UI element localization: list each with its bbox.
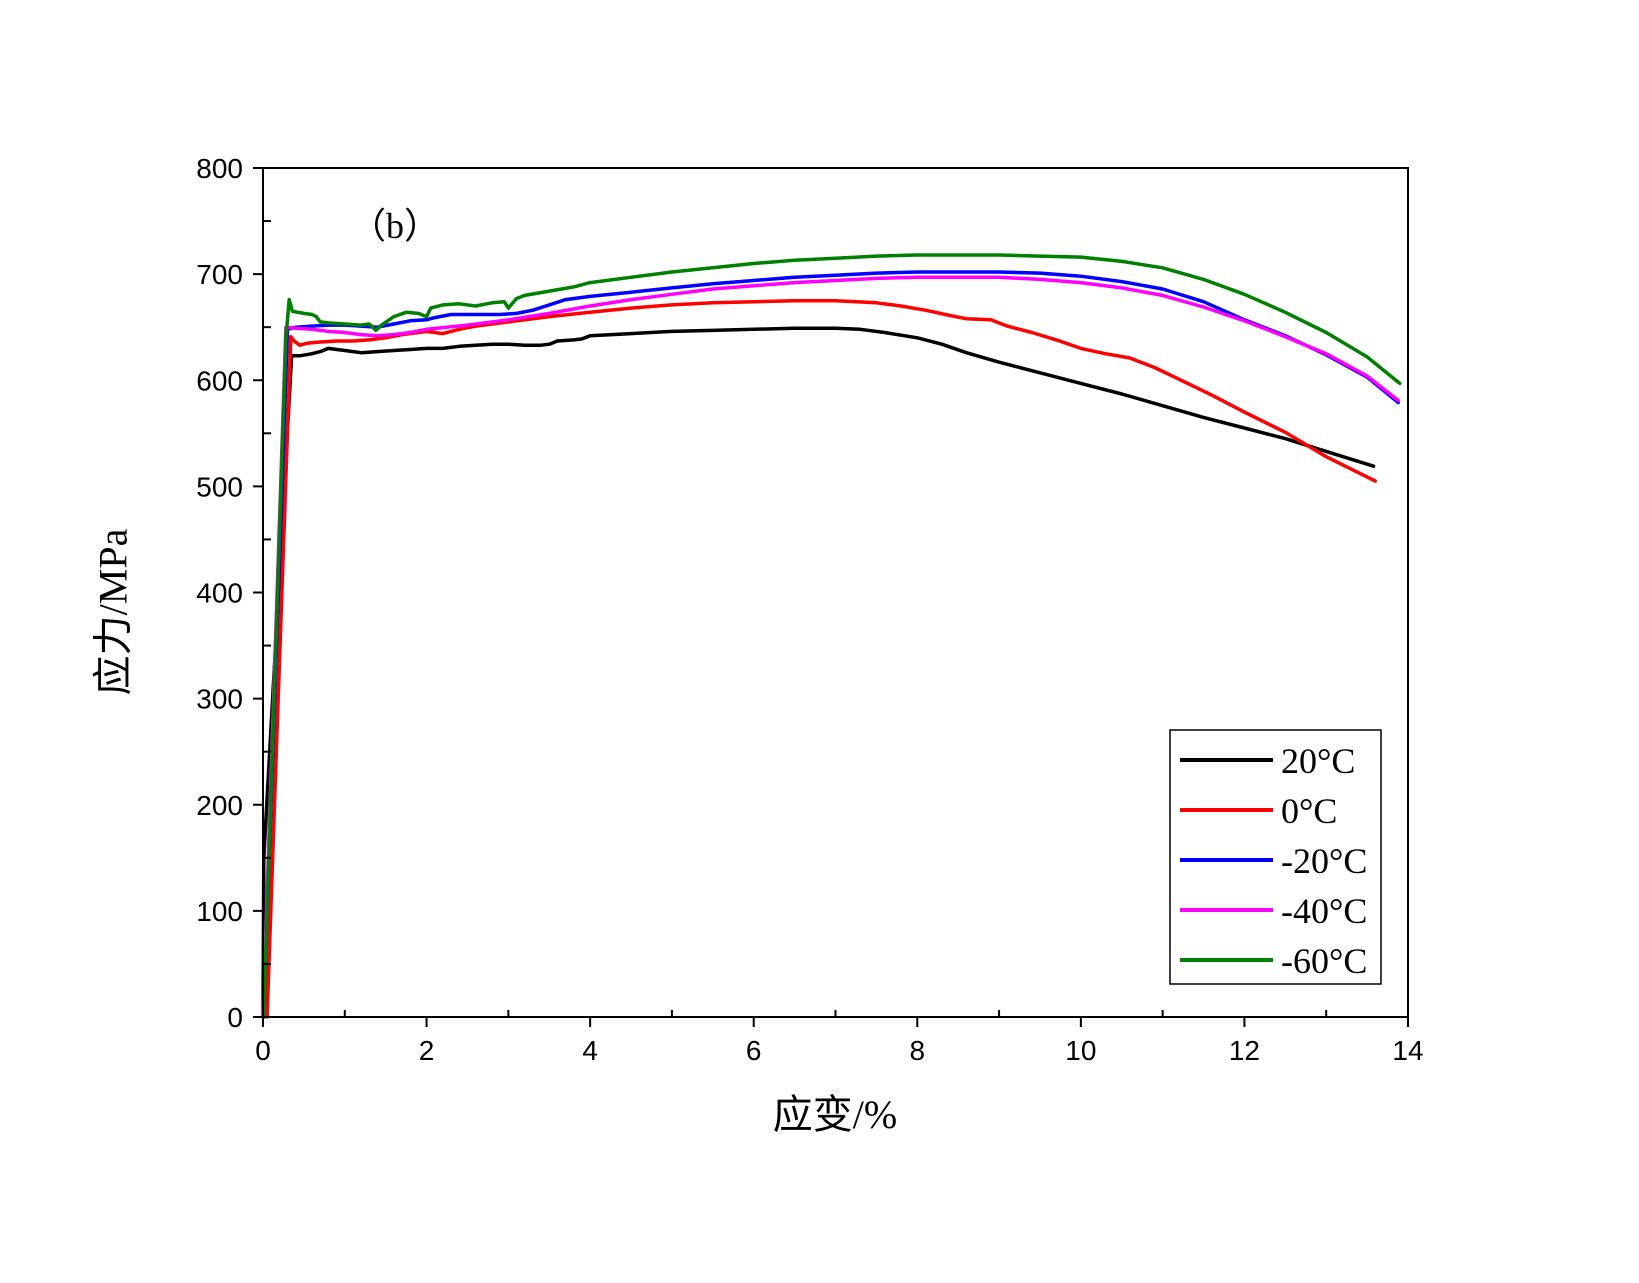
legend-label-minus-60c: -60°C: [1281, 941, 1367, 981]
y-tick-label: 500: [196, 471, 243, 502]
legend-label-minus-20c: -20°C: [1281, 841, 1367, 881]
legend: 20°C 0°C -20°C -40°C -60°C: [1169, 729, 1382, 985]
y-tick-label: 400: [196, 578, 243, 609]
series-line-0c: [265, 298, 1378, 1019]
series-line-minus-60c: [262, 253, 1402, 1019]
panel-annotation: （b）: [350, 206, 440, 246]
y-tick-label: 700: [196, 259, 243, 290]
x-tick-label: 2: [419, 1035, 435, 1066]
x-tick-label: 4: [582, 1035, 598, 1066]
y-tick-label: 100: [196, 896, 243, 927]
x-tick-label: 14: [1392, 1035, 1423, 1066]
series-line-minus-20c: [262, 270, 1400, 1019]
legend-box: [1169, 729, 1382, 985]
y-tick-label: 300: [196, 684, 243, 715]
y-axis-label: 应力/MPa: [91, 528, 136, 695]
x-axis-label: 应变/%: [773, 1092, 897, 1137]
y-tick-label: 0: [227, 1002, 243, 1033]
legend-label-20c: 20°C: [1281, 741, 1355, 781]
legend-label-minus-40c: -40°C: [1281, 891, 1367, 931]
y-tick-label: 800: [196, 153, 243, 184]
y-tick-label: 200: [196, 790, 243, 821]
x-tick-label: 8: [909, 1035, 925, 1066]
y-tick-label: 600: [196, 365, 243, 396]
x-tick-label: 0: [255, 1035, 271, 1066]
series-line-minus-40c: [261, 275, 1400, 1019]
axis-ticks: 0 2 4 6 8 10 12 14 0 100 200 300 400 500 600 700 800: [196, 153, 1423, 1066]
x-tick-label: 12: [1229, 1035, 1260, 1066]
series-line-20c: [261, 326, 1376, 1019]
series-layer: [261, 253, 1402, 1019]
legend-label-0c: 0°C: [1281, 791, 1337, 831]
x-tick-label: 10: [1065, 1035, 1096, 1066]
x-tick-label: 6: [746, 1035, 762, 1066]
